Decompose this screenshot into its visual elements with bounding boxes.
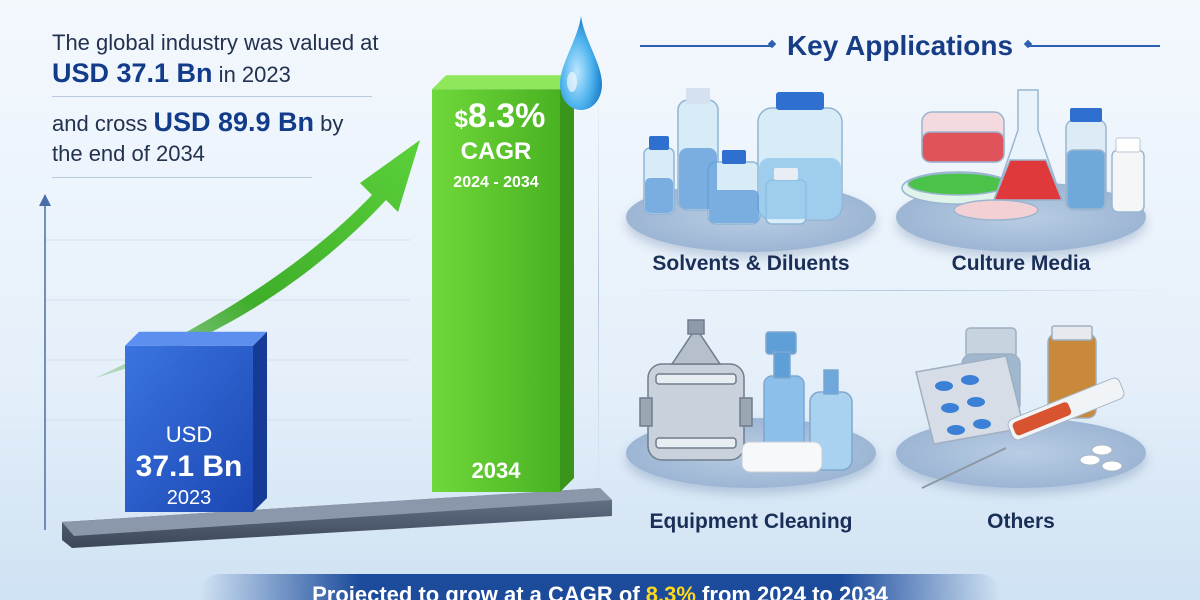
- application-label: Culture Media: [951, 252, 1091, 275]
- bar-2034-side: [560, 75, 574, 493]
- key-applications-title: Key Applications: [640, 26, 1160, 66]
- headline-divider: [52, 96, 372, 97]
- pills-syringe-icon: [915, 325, 1125, 489]
- application-label: Solvents & Diluents: [652, 252, 850, 275]
- cagr-prefix: $: [455, 106, 469, 133]
- vertical-divider: [598, 80, 599, 500]
- title-rule-left: [640, 45, 773, 47]
- chart-base-platform: [62, 488, 612, 548]
- bar-2023-top: [125, 331, 267, 346]
- headline-divider-2: [52, 177, 312, 178]
- key-applications-heading: Key Applications: [786, 30, 1014, 61]
- horizontal-divider: [630, 290, 1170, 291]
- headline-line-3-suffix: by: [314, 111, 344, 136]
- bar-2023-side: [253, 331, 267, 512]
- growth-chart: USD 37.1 Bn 2023 $8.3% CAGR 2024 - 2034 2034: [39, 75, 612, 548]
- cagr-period-label: 2024 - 2034: [453, 174, 539, 191]
- headline-line-3-prefix: and cross: [52, 111, 154, 136]
- petri-dish-flask-icon: [901, 89, 1145, 221]
- headline-line-2-suffix: in 2023: [212, 62, 291, 87]
- title-rule-right: [1027, 45, 1160, 47]
- bar-2023: [125, 345, 253, 512]
- bar-2034-year-label: 2034: [472, 458, 522, 483]
- cagr-label: CAGR: [461, 138, 532, 165]
- cagr-value: 8.3%: [468, 97, 546, 135]
- lab-bottles-icon: [643, 88, 843, 225]
- application-solvents-diluents: Solvents & Diluents: [616, 70, 886, 300]
- cagr-value-label: $8.3%: [455, 97, 546, 135]
- headline-line-1: The global industry was valued at: [52, 30, 379, 55]
- water-drop-icon: [560, 16, 602, 110]
- footer-banner: Projected to grow at a CAGR of 8.3% from…: [200, 574, 1000, 600]
- bar-2023-value-label: 37.1 Bn: [136, 450, 243, 483]
- application-equipment-cleaning: Equipment Cleaning: [616, 318, 886, 548]
- cleaning-equipment-icon: [639, 319, 853, 473]
- footer-prefix: Projected to grow at a CAGR of: [312, 582, 646, 600]
- footer-suffix: from 2024 to 2034: [695, 582, 888, 600]
- headline-line-3: and cross USD 89.9 Bn by: [52, 107, 392, 139]
- application-others: Others: [886, 318, 1156, 548]
- application-label: Others: [987, 510, 1055, 533]
- bars-group: USD 37.1 Bn 2023 $8.3% CAGR 2024 - 2034 2034: [125, 75, 574, 512]
- bar-2023-year-label: 2023: [167, 487, 212, 509]
- bar-2034-top: [432, 75, 574, 90]
- headline-line-4: the end of 2034: [52, 141, 205, 166]
- headline-line-2: USD 37.1 Bn in 2023: [52, 58, 392, 90]
- value-2023-text: USD 37.1 Bn: [52, 58, 213, 88]
- bar-2034: [432, 89, 560, 493]
- y-axis-arrow: [39, 194, 51, 530]
- application-label: Equipment Cleaning: [649, 510, 853, 533]
- value-2034-text: USD 89.9 Bn: [153, 107, 315, 137]
- application-culture-media: Culture Media: [886, 70, 1156, 300]
- bar-2023-label-usd: USD: [166, 422, 212, 447]
- growth-arrow: [95, 140, 420, 378]
- headline: The global industry was valued at USD 37…: [52, 28, 392, 178]
- footer-highlight: 8.3%: [645, 582, 696, 600]
